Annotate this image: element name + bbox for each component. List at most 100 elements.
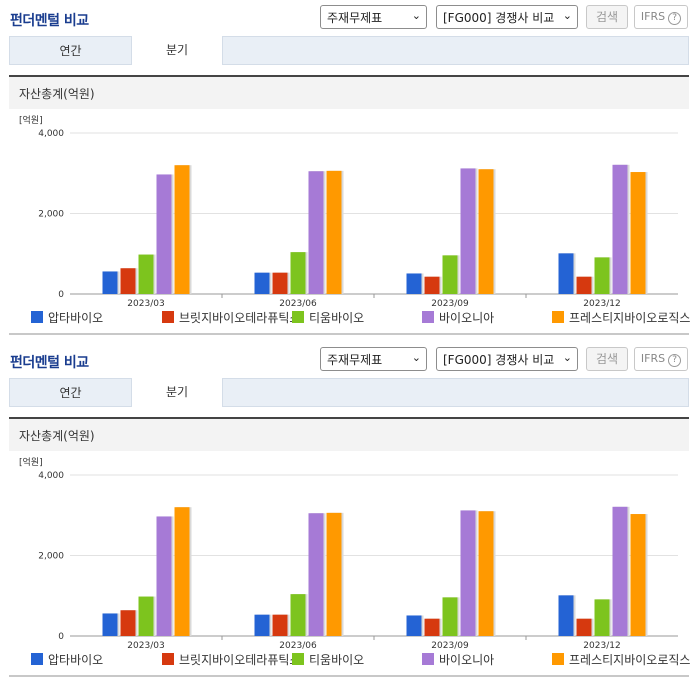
bar-1-2023/12 bbox=[558, 595, 574, 636]
ifrs-label: IFRS bbox=[640, 10, 666, 23]
search-button[interactable]: 검색 bbox=[586, 5, 628, 29]
indicator-select-value: 주재무제표 bbox=[327, 11, 383, 25]
legend-swatch bbox=[31, 653, 43, 665]
bar-5-2023/03 bbox=[174, 507, 190, 636]
bar-3-2023/12 bbox=[594, 599, 610, 636]
asset-bar-chart: [억원] 0 2,000 4,000 2023/03 2023/06 2023/09 2023… bbox=[19, 456, 678, 651]
legend-item[interactable]: 바이오니아 bbox=[422, 309, 494, 326]
chevron-down-icon: ⌄ bbox=[411, 351, 421, 364]
divider bbox=[9, 333, 689, 335]
bar-3-2023/03 bbox=[138, 596, 154, 636]
x-tick-label: 2023/03 bbox=[127, 299, 164, 309]
bar-4-2023/09 bbox=[460, 510, 476, 636]
chevron-down-icon: ⌄ bbox=[411, 9, 421, 22]
bar-1-2023/06 bbox=[254, 272, 270, 294]
bar-2-2023/12 bbox=[576, 276, 592, 294]
fundamental-panel-2: 펀더멘털 비교 주재무제표 ⌄ [FG000] 경쟁사 비교 ⌄ 검색 IFRS? … bbox=[0, 342, 696, 684]
legend-swatch bbox=[422, 653, 434, 665]
chart-legend: 압타바이오 브릿지바이오테라퓨틱스 티움바이오 바이오니아 프레스티지바이오로직스 bbox=[0, 309, 696, 327]
page-title: 펀더멘털 비교 bbox=[10, 13, 89, 29]
legend-label: 티움바이오 bbox=[309, 653, 365, 667]
search-button[interactable]: 검색 bbox=[586, 347, 628, 371]
legend-item[interactable]: 바이오니아 bbox=[422, 651, 494, 668]
chart-legend: 압타바이오 브릿지바이오테라퓨틱스 티움바이오 바이오니아 프레스티지바이오로직스 bbox=[0, 651, 696, 669]
legend-label: 브릿지바이오테라퓨틱스 bbox=[179, 311, 301, 325]
ifrs-label: IFRS bbox=[640, 352, 666, 365]
unit-label: [억원] bbox=[19, 456, 43, 468]
bar-1-2023/12 bbox=[558, 253, 574, 294]
compare-select[interactable]: [FG000] 경쟁사 비교 ⌄ bbox=[436, 5, 578, 29]
x-tick-label: 2023/12 bbox=[583, 641, 620, 651]
x-tick-label: 2023/09 bbox=[431, 299, 469, 309]
bar-5-2023/06 bbox=[326, 512, 342, 636]
bar-4-2023/09 bbox=[460, 168, 476, 294]
bar-4-2023/06 bbox=[308, 513, 324, 636]
bar-4-2023/12 bbox=[612, 506, 628, 636]
bar-5-2023/09 bbox=[478, 511, 494, 636]
bar-4-2023/03 bbox=[156, 174, 172, 294]
bar-1-2023/03 bbox=[102, 613, 118, 636]
bar-2-2023/09 bbox=[424, 276, 440, 294]
bar-5-2023/09 bbox=[478, 169, 494, 294]
y-tick-label: 2,000 bbox=[38, 210, 64, 220]
bar-4-2023/12 bbox=[612, 164, 628, 294]
bar-1-2023/06 bbox=[254, 614, 270, 636]
bar-3-2023/09 bbox=[442, 255, 458, 294]
tab-quarterly[interactable]: 분기 bbox=[131, 36, 223, 65]
legend-item[interactable]: 압타바이오 bbox=[31, 651, 103, 668]
x-tick-label: 2023/03 bbox=[127, 641, 164, 651]
legend-label: 압타바이오 bbox=[48, 311, 104, 325]
y-tick-label: 4,000 bbox=[38, 471, 64, 481]
x-tick-label: 2023/12 bbox=[583, 299, 620, 309]
tab-annual[interactable]: 연간 bbox=[59, 44, 82, 58]
legend-label: 압타바이오 bbox=[48, 653, 104, 667]
ifrs-button[interactable]: IFRS? bbox=[634, 5, 688, 29]
fundamental-panel-1: 펀더멘털 비교 주재무제표 ⌄ [FG000] 경쟁사 비교 ⌄ 검색 IFRS? … bbox=[0, 5, 696, 335]
chevron-down-icon: ⌄ bbox=[562, 351, 572, 364]
bar-5-2023/12 bbox=[630, 514, 646, 636]
legend-item[interactable]: 티움바이오 bbox=[292, 651, 364, 668]
bar-2-2023/09 bbox=[424, 618, 440, 636]
legend-swatch bbox=[162, 311, 174, 323]
legend-item[interactable]: 브릿지바이오테라퓨틱스 bbox=[162, 309, 300, 326]
indicator-select[interactable]: 주재무제표 ⌄ bbox=[320, 5, 427, 29]
asset-bar-chart: [억원] 0 2,000 4,000 2023/03 2023/06 2023/09 2023… bbox=[19, 114, 678, 309]
legend-item[interactable]: 티움바이오 bbox=[292, 309, 364, 326]
y-tick-label: 4,000 bbox=[38, 129, 64, 139]
x-tick-label: 2023/06 bbox=[279, 641, 317, 651]
chevron-down-icon: ⌄ bbox=[562, 9, 572, 22]
bar-3-2023/06 bbox=[290, 594, 306, 636]
legend-item[interactable]: 압타바이오 bbox=[31, 309, 103, 326]
legend-item[interactable]: 프레스티지바이오로직스 bbox=[552, 309, 690, 326]
unit-label: [억원] bbox=[19, 114, 43, 126]
bar-2-2023/06 bbox=[272, 272, 288, 294]
compare-select-value: [FG000] 경쟁사 비교 bbox=[443, 353, 555, 367]
legend-swatch bbox=[552, 653, 564, 665]
indicator-select-value: 주재무제표 bbox=[327, 353, 383, 367]
x-tick-label: 2023/09 bbox=[431, 641, 469, 651]
bar-2-2023/06 bbox=[272, 614, 288, 636]
indicator-select[interactable]: 주재무제표 ⌄ bbox=[320, 347, 427, 371]
tab-quarterly[interactable]: 분기 bbox=[131, 378, 223, 407]
legend-label: 바이오니아 bbox=[439, 311, 495, 325]
y-tick-label: 0 bbox=[58, 632, 64, 642]
section-title: 자산총계(억원) bbox=[19, 87, 95, 101]
bar-2-2023/12 bbox=[576, 618, 592, 636]
legend-swatch bbox=[292, 311, 304, 323]
divider bbox=[9, 675, 689, 677]
tab-annual[interactable]: 연간 bbox=[59, 386, 82, 400]
bar-1-2023/09 bbox=[406, 273, 422, 294]
legend-label: 프레스티지바이오로직스 bbox=[569, 653, 691, 667]
legend-item[interactable]: 프레스티지바이오로직스 bbox=[552, 651, 690, 668]
help-icon: ? bbox=[668, 12, 682, 25]
bar-4-2023/06 bbox=[308, 171, 324, 294]
legend-swatch bbox=[422, 311, 434, 323]
bar-1-2023/09 bbox=[406, 615, 422, 636]
compare-select[interactable]: [FG000] 경쟁사 비교 ⌄ bbox=[436, 347, 578, 371]
ifrs-button[interactable]: IFRS? bbox=[634, 347, 688, 371]
legend-label: 바이오니아 bbox=[439, 653, 495, 667]
legend-label: 브릿지바이오테라퓨틱스 bbox=[179, 653, 301, 667]
legend-item[interactable]: 브릿지바이오테라퓨틱스 bbox=[162, 651, 300, 668]
bar-3-2023/09 bbox=[442, 597, 458, 636]
section-header: 자산총계(억원) bbox=[9, 417, 689, 451]
